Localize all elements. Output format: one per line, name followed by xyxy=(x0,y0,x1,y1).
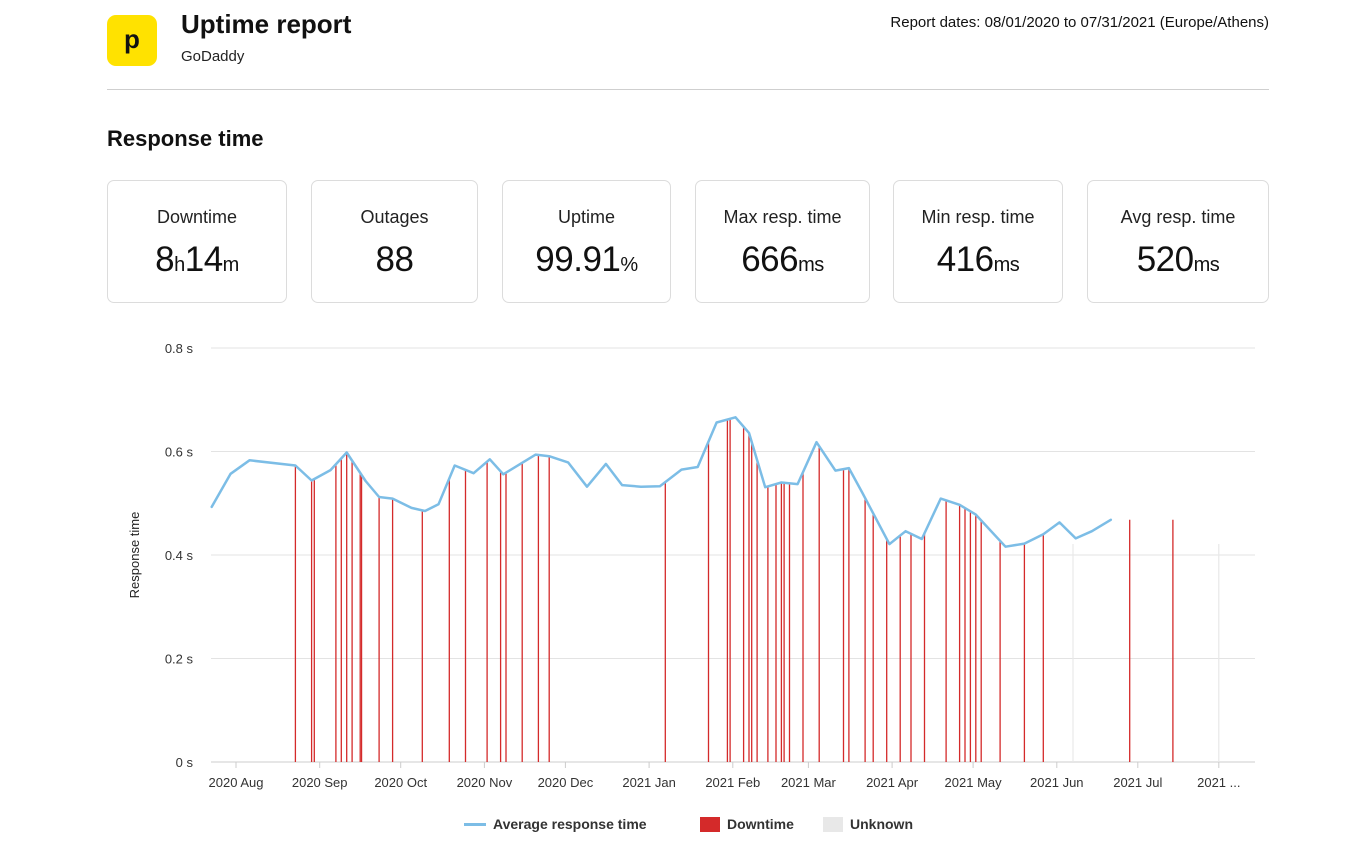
stat-label: Avg resp. time xyxy=(1120,207,1236,227)
header-divider xyxy=(107,89,1269,90)
stat-number: 666 xyxy=(741,240,799,279)
stat-value: 666ms xyxy=(696,240,869,280)
x-tick-label: 2021 ... xyxy=(1197,775,1240,790)
report-title: Uptime report xyxy=(181,9,352,39)
x-tick-label: 2021 Feb xyxy=(705,775,760,790)
section-title: Response time xyxy=(107,126,264,151)
stat-card-max-resp-time: Max resp. time 666ms xyxy=(695,180,870,303)
x-tick-label: 2021 Mar xyxy=(781,775,837,790)
stat-label: Downtime xyxy=(156,207,238,227)
x-tick-label: 2021 Jan xyxy=(622,775,676,790)
legend-label-downtime: Downtime xyxy=(727,816,794,832)
legend-item-average[interactable]: Average response time xyxy=(464,816,647,832)
stat-number: 520 xyxy=(1136,240,1194,279)
y-axis-title: Response time xyxy=(127,512,142,599)
monitor-name: GoDaddy xyxy=(181,48,245,65)
stat-unit: ms xyxy=(993,254,1020,276)
stat-unit: ms xyxy=(798,254,824,276)
stat-card-uptime: Uptime 99.91% xyxy=(502,180,671,303)
x-tick-label: 2020 Oct xyxy=(374,775,427,790)
stat-card-min-resp-time: Min resp. time 416ms xyxy=(893,180,1063,303)
stat-card-avg-resp-time: Avg resp. time 520ms xyxy=(1087,180,1269,303)
legend-item-unknown[interactable]: Unknown xyxy=(823,816,913,832)
stat-label: Min resp. time xyxy=(921,207,1035,227)
stat-value: 8h14m xyxy=(108,240,286,280)
stat-unit: % xyxy=(620,254,638,276)
stat-number: 88 xyxy=(375,240,414,279)
stat-value: 88 xyxy=(312,240,477,280)
logo-letter: p xyxy=(124,24,140,54)
legend-unknown-swatch xyxy=(823,816,843,832)
stat-number: 8 xyxy=(155,240,175,279)
stat-label: Outages xyxy=(360,207,429,227)
stat-card-downtime: Downtime 8h14m xyxy=(107,180,287,303)
stat-number: 99.91 xyxy=(535,240,621,279)
x-tick-label: 2020 Aug xyxy=(209,775,264,790)
legend-label-average: Average response time xyxy=(493,816,647,832)
y-tick-label: 0.2 s xyxy=(165,652,194,667)
stat-unit: ms xyxy=(1193,254,1220,276)
y-tick-label: 0.4 s xyxy=(165,548,194,563)
y-tick-label: 0.8 s xyxy=(165,341,194,356)
response-time-chart: 0 s 0.2 s 0.4 s 0.6 s 0.8 s Response time 2020… xyxy=(127,341,1255,790)
x-tick-label: 2020 Sep xyxy=(292,775,348,790)
stat-number: 14 xyxy=(184,240,223,279)
stat-unit: m xyxy=(222,254,240,276)
stat-label: Uptime xyxy=(557,207,615,227)
legend-line-swatch xyxy=(464,822,486,826)
y-tick-label: 0.6 s xyxy=(165,445,194,460)
legend-item-downtime[interactable]: Downtime xyxy=(700,816,794,832)
stat-number: 416 xyxy=(936,240,994,279)
report-dates: Report dates: 08/01/2020 to 07/31/2021 (… xyxy=(890,14,1269,31)
stat-value: 520ms xyxy=(1088,240,1268,280)
x-tick-label: 2021 Apr xyxy=(866,775,919,790)
legend-label-unknown: Unknown xyxy=(850,816,913,832)
legend-downtime-swatch xyxy=(700,816,720,832)
x-tick-label: 2021 May xyxy=(945,775,1003,790)
y-tick-label: 0 s xyxy=(176,755,194,770)
stat-unit: h xyxy=(174,254,185,276)
app-logo: p xyxy=(107,15,157,66)
x-tick-label: 2020 Nov xyxy=(457,775,513,790)
stat-label: Max resp. time xyxy=(723,207,842,227)
average-response-line xyxy=(210,416,1113,548)
stat-card-outages: Outages 88 xyxy=(311,180,478,303)
x-tick-label: 2021 Jun xyxy=(1030,775,1084,790)
stat-value: 99.91% xyxy=(503,240,670,280)
x-tick-label: 2020 Dec xyxy=(538,775,594,790)
stat-value: 416ms xyxy=(894,240,1062,280)
x-tick-label: 2021 Jul xyxy=(1113,775,1162,790)
